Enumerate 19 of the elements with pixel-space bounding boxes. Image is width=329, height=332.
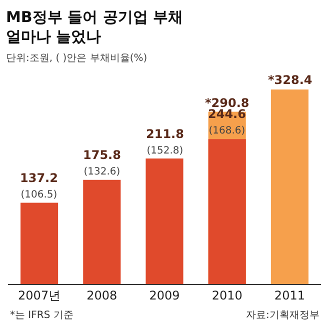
x-tick-label: 2008 [86, 288, 118, 302]
text: *는 IFRS 기준 [10, 310, 74, 321]
x-tick-label: 2010 [212, 288, 242, 302]
data-label: 137.2 (106.5) [20, 171, 58, 201]
chart-subtitle: 단위:조원, ( )안은 부채비율(%) [6, 53, 148, 64]
bar [208, 139, 246, 284]
data-label: 175.8 (132.6) [83, 148, 121, 178]
x-tick-label: 2007년 [18, 288, 61, 302]
bar [83, 180, 121, 284]
data-label: *290.8 [205, 96, 250, 110]
x-tick-label: 2009 [149, 288, 180, 302]
bar [146, 158, 184, 284]
bar [20, 202, 58, 284]
text: 자료:기획재정부 [246, 310, 320, 321]
data-label: 211.8 (152.8) [146, 127, 184, 157]
data-label: *328.4 [268, 73, 312, 87]
x-tick-label: 2011 [274, 288, 305, 302]
chart-title: MB정부 들어 공기업 부채 얼마나 늘었나 [6, 8, 184, 46]
bar [270, 89, 308, 284]
